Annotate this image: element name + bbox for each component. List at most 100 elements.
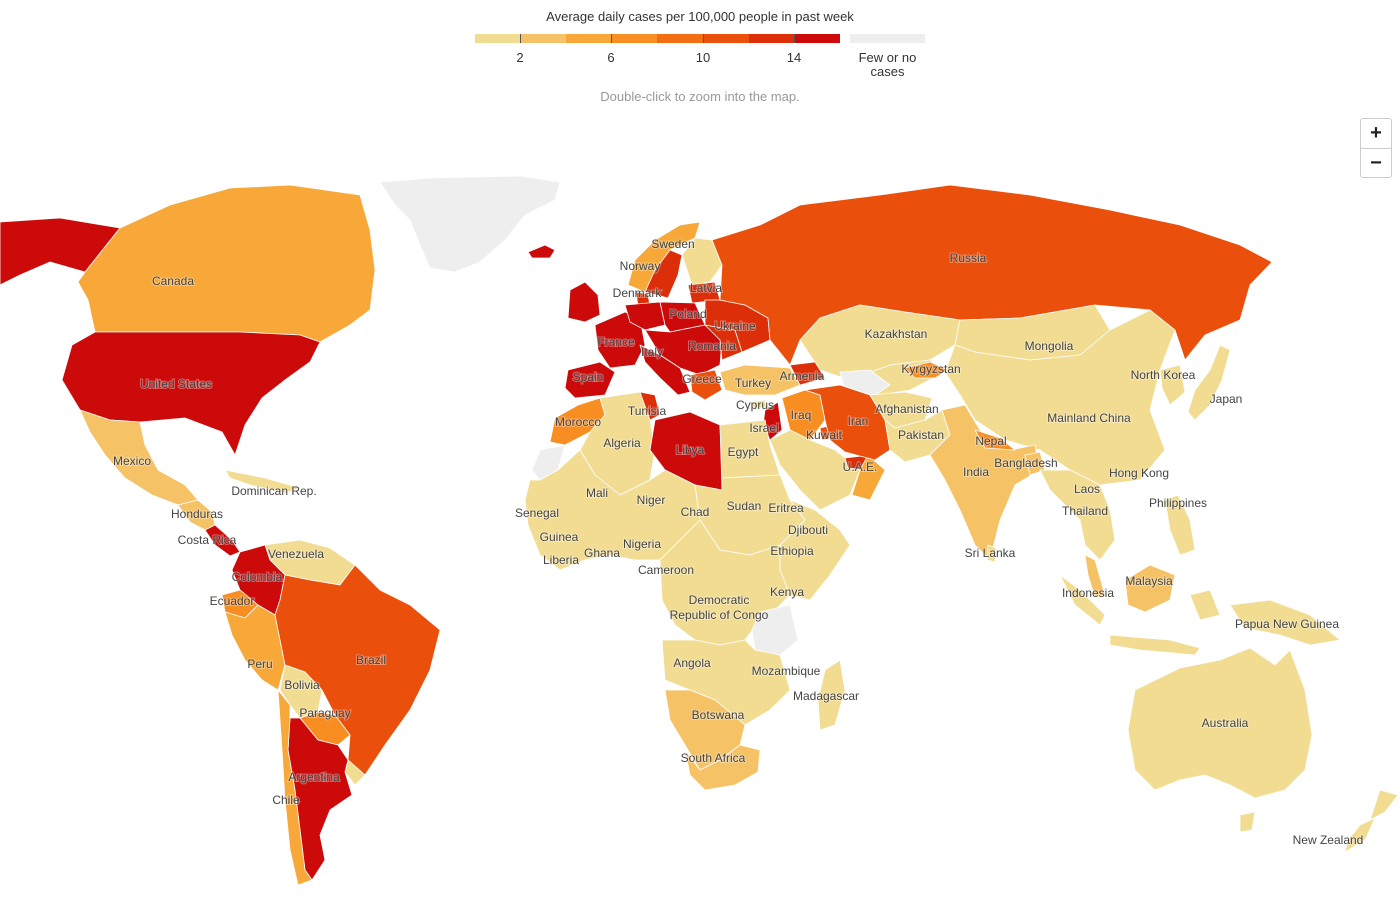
country-egypt[interactable] [719, 419, 781, 479]
country-label: Argentina [288, 770, 340, 784]
country-madagascar[interactable] [817, 659, 846, 731]
country-north-korea[interactable] [1159, 364, 1186, 406]
country-central-africa[interactable] [659, 519, 791, 646]
country-germany[interactable] [624, 301, 666, 331]
country-label: Denmark [613, 286, 663, 300]
country-label: Sri Lanka [965, 546, 1016, 560]
country-iran[interactable] [804, 384, 891, 461]
country-malaysia[interactable] [1124, 564, 1176, 613]
country-label: Tunisia [628, 404, 667, 418]
country-label: Australia [1202, 716, 1249, 730]
country-label: Russia [950, 251, 987, 265]
country-label: Ghana [584, 546, 620, 560]
country-label: Liberia [543, 553, 579, 567]
country-oman[interactable] [851, 454, 886, 501]
zoom-in-button[interactable]: + [1370, 122, 1382, 144]
country-cyprus[interactable] [751, 399, 767, 409]
country-label: Israel [749, 421, 778, 435]
country-saudi-arabia[interactable] [769, 429, 861, 511]
country-label: Kenya [770, 585, 804, 599]
legend-color-segment [702, 34, 749, 43]
zoom-hint: Double-click to zoom into the map. [600, 89, 800, 104]
country-label: Niger [637, 493, 666, 507]
legend-color-segment [657, 34, 703, 43]
country-label: Iran [848, 414, 869, 428]
country-label: Sudan [727, 499, 762, 513]
country-label: Democratic Republic of Congo [670, 593, 769, 622]
country-label: Mongolia [1025, 339, 1074, 353]
country-canada[interactable] [77, 184, 376, 343]
country-label: Thailand [1062, 504, 1108, 518]
country-tasmania[interactable] [1239, 811, 1256, 833]
country-chile[interactable] [277, 689, 313, 886]
country-label: Malaysia [1125, 574, 1173, 588]
country-label: Botswana [692, 708, 745, 722]
country-united-states[interactable] [61, 331, 321, 456]
country-tunisia[interactable] [639, 391, 661, 421]
zoom-controls: + − [1360, 118, 1392, 178]
country-label: Mainland China [1047, 411, 1131, 425]
country-australia[interactable] [1127, 647, 1313, 799]
country-sri-lanka[interactable] [986, 544, 997, 563]
country-label: North Korea [1131, 368, 1196, 382]
country-label: Japan [1210, 392, 1243, 406]
country-label: Hong Kong [1109, 466, 1169, 480]
country-horn-of-africa[interactable] [779, 499, 851, 601]
country-label: Chad [681, 505, 710, 519]
country-label: Poland [669, 307, 706, 321]
country-iceland[interactable] [527, 244, 556, 259]
country-label: Iraq [791, 408, 812, 422]
country-papua-new-guinea[interactable] [1229, 599, 1341, 646]
country-label: Nigeria [623, 537, 661, 551]
legend-tick-label: 2 [516, 50, 524, 65]
country-label: Sweden [651, 237, 694, 251]
country-italy[interactable] [639, 344, 691, 396]
country-us-alaska[interactable] [0, 217, 121, 286]
zoom-out-button[interactable]: − [1361, 148, 1391, 178]
country-label: Ethiopia [770, 544, 814, 558]
country-japan[interactable] [1187, 344, 1231, 421]
country-label: Ukraine [714, 319, 756, 333]
country-label: Canada [152, 274, 194, 288]
country-label: Kyrgyzstan [901, 362, 960, 376]
country-greenland[interactable] [379, 175, 561, 273]
country-armenia[interactable] [789, 361, 826, 386]
country-nepal[interactable] [974, 429, 1016, 451]
country-label: Costa Rica [178, 533, 237, 547]
country-label: Bangladesh [994, 456, 1057, 470]
country-greece[interactable] [689, 369, 723, 401]
country-new-zealand[interactable] [1344, 789, 1399, 853]
country-caribbean[interactable] [224, 469, 301, 494]
legend-color-scale [475, 34, 840, 43]
country-kyrgyzstan[interactable] [904, 361, 949, 379]
country-south-africa[interactable] [684, 744, 761, 791]
country-label: Romania [688, 339, 736, 353]
country-china[interactable] [944, 309, 1176, 486]
country-label: Cameroon [638, 563, 694, 577]
country-label: India [963, 465, 989, 479]
country-label: Laos [1074, 482, 1100, 496]
country-label: Ecuador [210, 594, 255, 608]
country-label: Norway [620, 259, 661, 273]
country-label: Latvia [690, 281, 722, 295]
country-label: Turkey [735, 376, 771, 390]
country-philippines[interactable] [1164, 494, 1196, 556]
country-label: Colombia [232, 570, 283, 584]
country-malay-peninsula[interactable] [1084, 554, 1106, 599]
country-spain[interactable] [564, 361, 616, 399]
country-label: Madagascar [793, 689, 859, 703]
country-indonesia[interactable] [1059, 574, 1221, 656]
country-label: Spain [573, 370, 604, 384]
country-label: U.A.E. [843, 460, 878, 474]
few-cases-label: Few or no cases [858, 50, 917, 79]
country-label: Pakistan [898, 428, 944, 442]
country-label: Egypt [728, 445, 759, 459]
country-label: Dominican Rep. [231, 484, 316, 498]
country-united-kingdom[interactable] [567, 281, 601, 323]
legend-tick-label: 10 [695, 50, 711, 65]
country-southeast-asia[interactable] [1039, 469, 1116, 561]
country-turkey[interactable] [719, 364, 801, 396]
country-label: Djibouti [788, 523, 828, 537]
legend-color-segment [566, 34, 612, 43]
